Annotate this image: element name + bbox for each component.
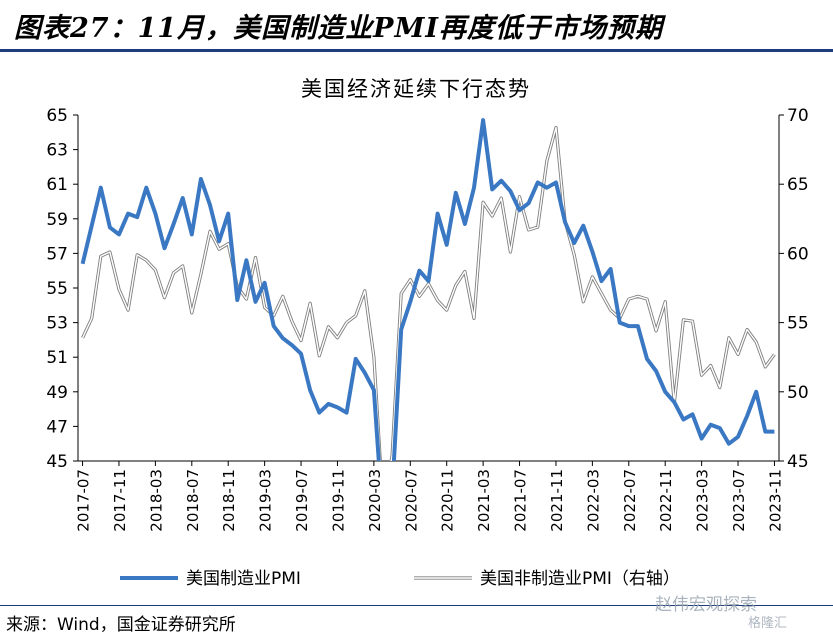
x-tick-label: 2020-03 [366,469,384,532]
y-right-tick-label: 45 [787,452,809,472]
x-tick-label: 2022-11 [657,469,675,532]
x-tick-label: 2023-03 [694,469,712,532]
legend-label-nonmfg: 美国非制造业PMI（右轴） [480,569,680,589]
legend: 美国制造业PMI 美国非制造业PMI（右轴） [120,569,680,589]
series-line-mfg [80,118,775,461]
watermark-sub: 格隆汇 [748,616,788,631]
footer-divider [0,605,833,606]
y-left-tick-label: 63 [46,141,68,161]
x-tick-label: 2018-11 [220,469,238,532]
y-left-tick-label: 51 [46,348,68,368]
axes-layer: 45 47 49 51 53 55 57 59 61 63 65 45 50 55 60 65 70 2017-0… [46,106,808,532]
y-left-tick-label: 65 [46,106,68,126]
y-right-tick-label: 70 [787,106,809,126]
y-right-tick-label: 65 [787,175,809,195]
legend-label-mfg: 美国制造业PMI [186,569,301,589]
series-line-nonmfg-outline [81,125,776,461]
x-tick-label: 2017-11 [111,469,129,532]
series-layer [80,118,776,461]
y-left-tick-label: 61 [46,175,68,195]
x-tick-label: 2023-07 [730,469,748,532]
x-tick-label: 2019-03 [257,469,275,532]
y-left-tick-label: 45 [46,452,68,472]
chart-area: 美国经济延续下行态势 45 47 49 51 53 55 57 59 61 63 65 45 50 55 6… [0,54,833,604]
x-tick-label: 2022-03 [584,469,602,532]
pmi-line-chart: 美国经济延续下行态势 45 47 49 51 53 55 57 59 61 63 65 45 50 55 6… [46,77,808,589]
page-title: 图表27：11月，美国制造业PMI再度低于市场预期 [14,13,663,44]
y-left-tick-label: 55 [46,279,68,299]
x-tick-label: 2023-11 [766,469,784,532]
x-tick-label: 2020-11 [439,469,457,532]
x-tick-label: 2018-07 [184,469,202,532]
x-tick-label: 2021-03 [475,469,493,532]
chart-title: 美国经济延续下行态势 [301,77,531,101]
x-tick-label: 2018-03 [147,469,165,532]
x-tick-label: 2020-07 [402,469,420,532]
y-right-tick-label: 60 [787,244,809,264]
y-left-tick-label: 47 [46,417,68,437]
x-tick-label: 2019-11 [329,469,347,532]
x-tick-label: 2022-07 [621,469,639,532]
x-tick-label: 2021-07 [512,469,530,532]
y-right-tick-label: 55 [787,314,809,334]
y-left-tick-label: 57 [46,244,68,264]
y-left-tick-label: 49 [46,383,68,403]
y-right-tick-label: 50 [787,383,809,403]
x-tick-label: 2017-07 [75,469,93,532]
source-note: 来源：Wind，国金证券研究所 [6,615,236,635]
watermark: 赵伟宏观探索 [655,595,757,615]
series-line-nonmfg [81,126,775,461]
y-left-tick-label: 53 [46,314,68,334]
page-header: 图表27：11月，美国制造业PMI再度低于市场预期 [0,0,833,54]
x-tick-label: 2019-07 [293,469,311,532]
y-left-tick-label: 59 [46,210,68,230]
x-tick-label: 2021-11 [548,469,566,532]
header-divider [0,49,833,52]
